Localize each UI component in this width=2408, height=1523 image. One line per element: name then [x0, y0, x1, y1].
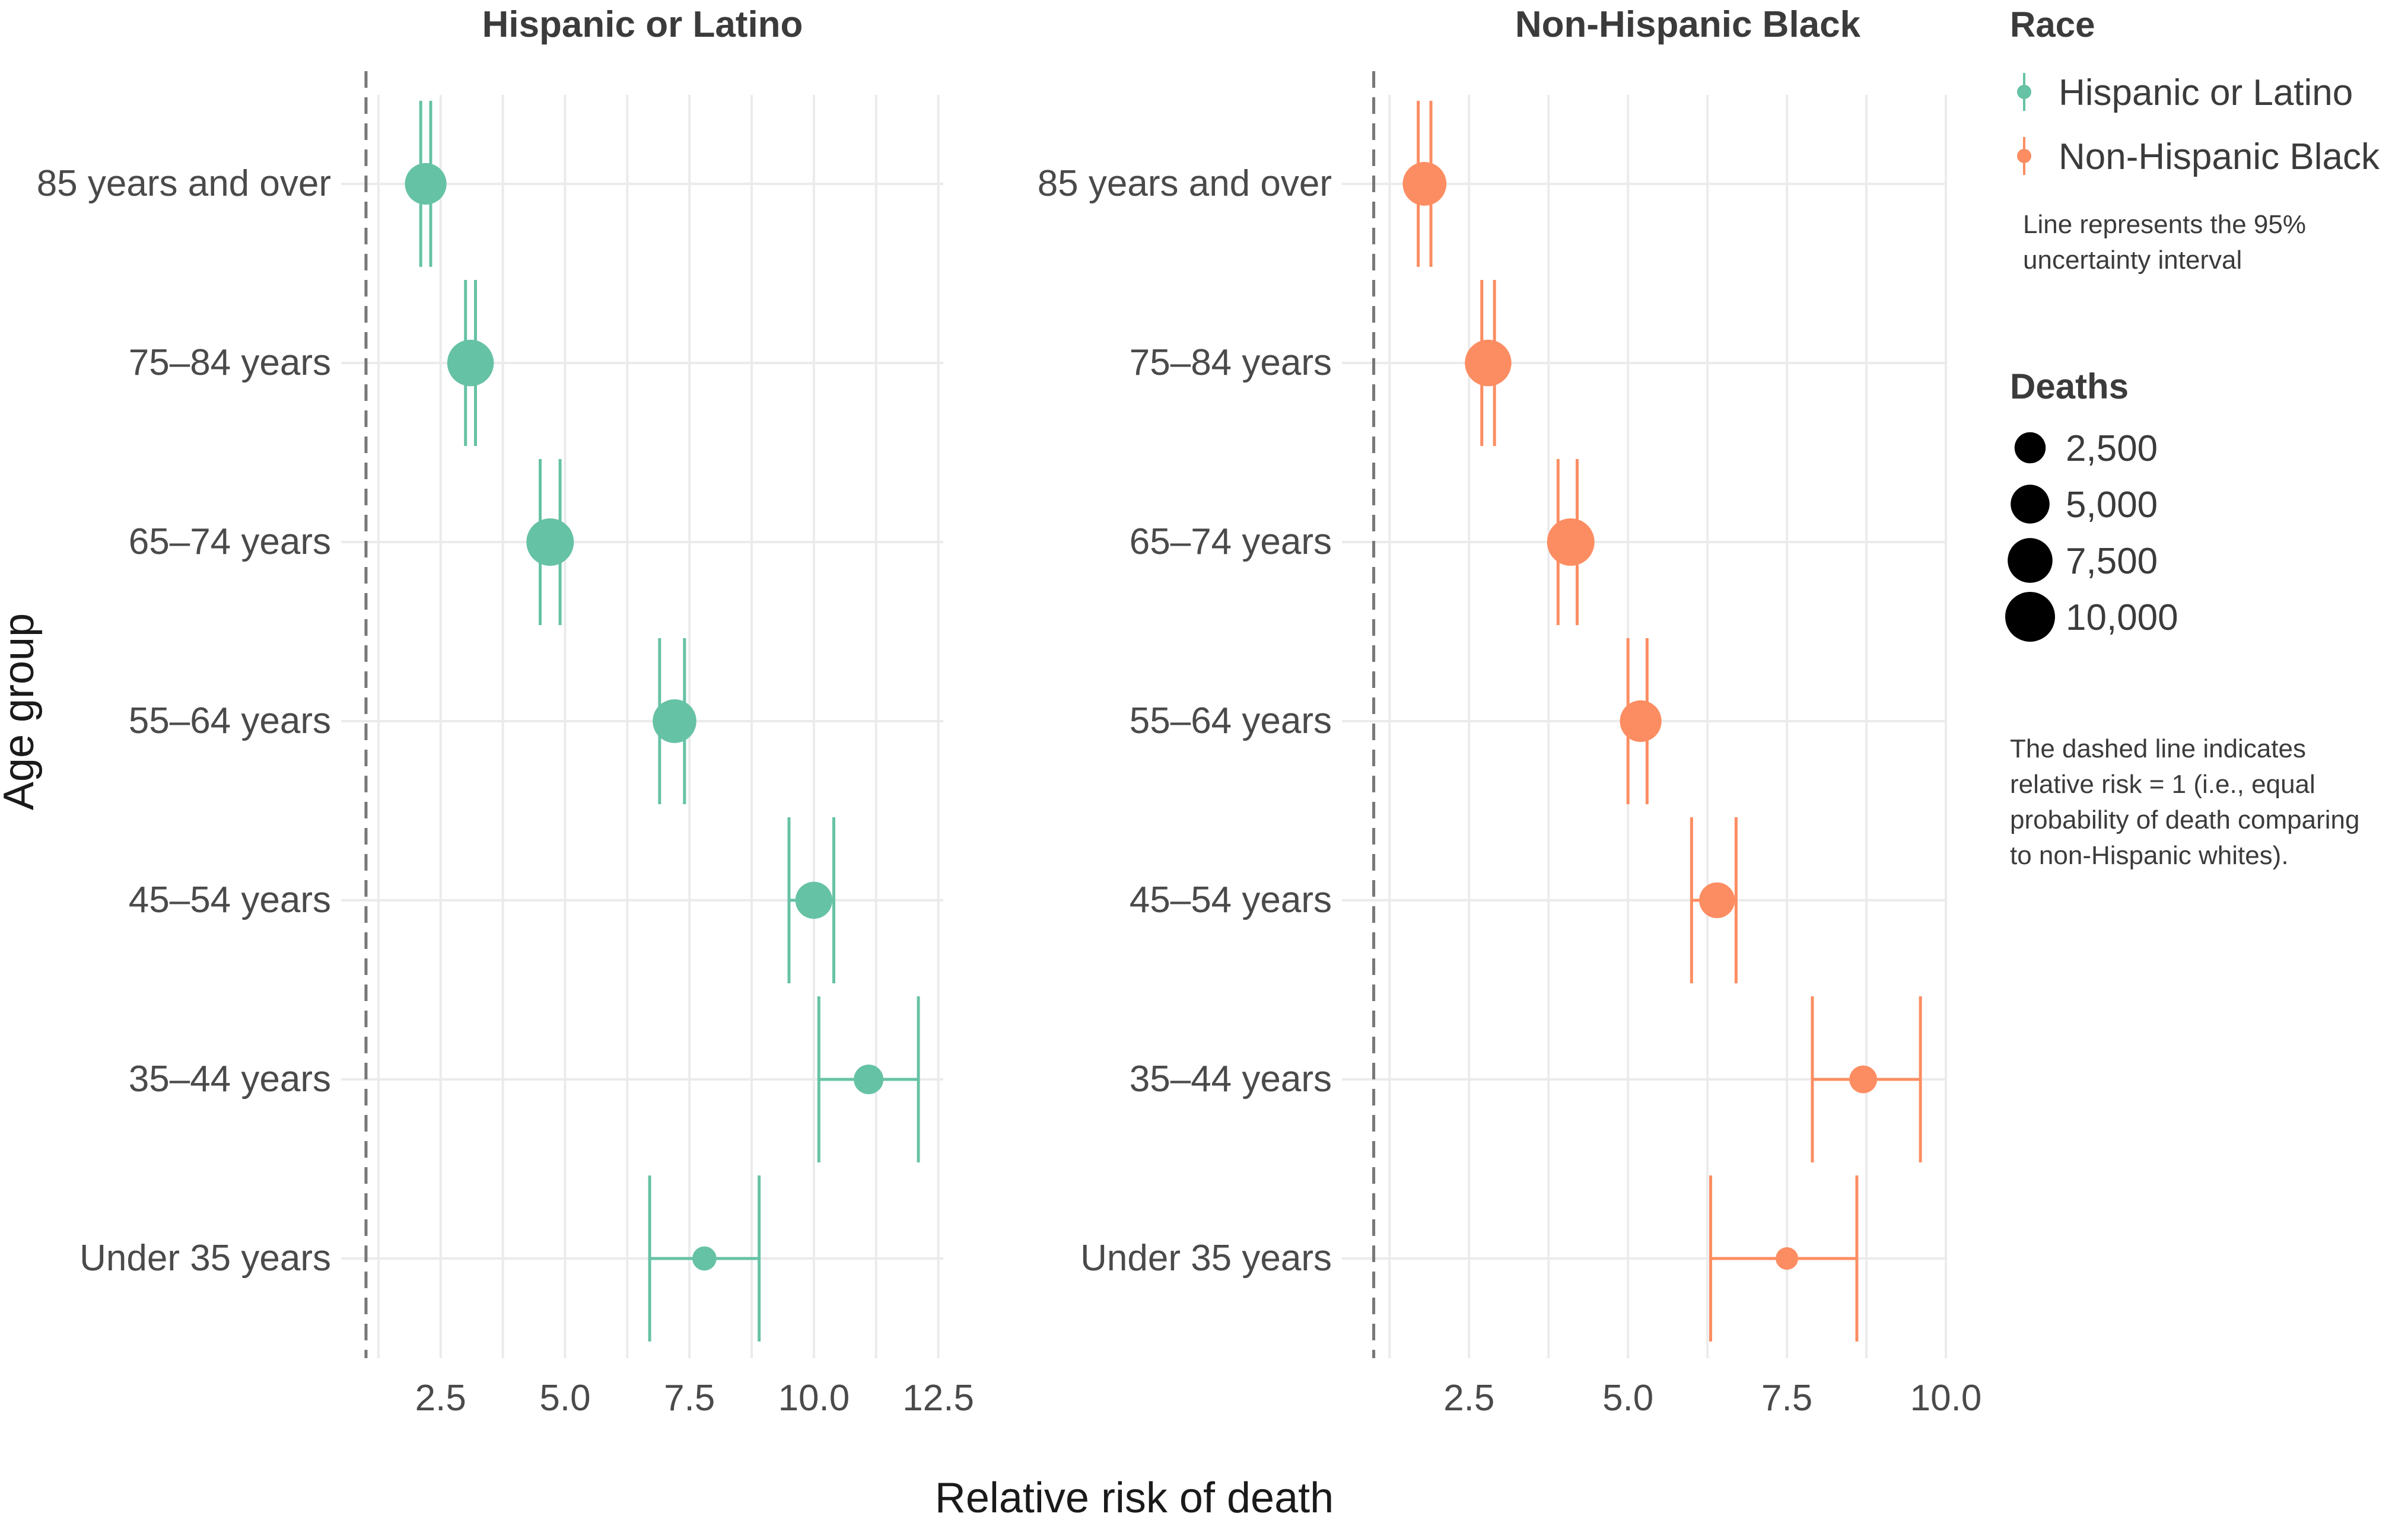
legend-key-point: [2017, 85, 2031, 99]
legend-deaths-label: 2,500: [2066, 428, 2158, 469]
x-tick-label-hispanic: 10.0: [778, 1378, 850, 1419]
panel-title-black: Non-Hispanic Black: [1515, 4, 1861, 45]
data-point-hispanic: [854, 1065, 884, 1094]
legend-size-key: [2011, 485, 2050, 524]
data-point-black: [1699, 882, 1735, 919]
x-tick-label-black: 7.5: [1761, 1378, 1812, 1419]
legend-deaths-label: 7,500: [2066, 541, 2158, 582]
panel-title-hispanic: Hispanic or Latino: [482, 4, 803, 45]
x-tick-label-black: 5.0: [1602, 1378, 1653, 1419]
data-point-hispanic: [653, 699, 696, 743]
x-tick-label-hispanic: 7.5: [664, 1378, 715, 1419]
legend-deaths-title: Deaths: [2010, 367, 2129, 406]
data-point-hispanic: [526, 518, 574, 566]
y-tick-label-hispanic: 45–54 years: [129, 880, 331, 920]
legend-dashed-note: to non-Hispanic whites).: [2010, 841, 2289, 870]
x-tick-label-hispanic: 2.5: [415, 1378, 466, 1419]
y-tick-label-hispanic: 75–84 years: [129, 342, 331, 383]
legend-key-point: [2017, 149, 2031, 163]
y-tick-label-hispanic: 85 years and over: [37, 163, 331, 204]
y-tick-label-hispanic: 35–44 years: [129, 1059, 331, 1100]
x-tick-label-hispanic: 12.5: [902, 1378, 974, 1419]
data-point-black: [1849, 1065, 1878, 1094]
legend-race-label: Non-Hispanic Black: [2059, 136, 2380, 177]
legend-size-key: [2014, 432, 2046, 464]
x-axis-title: Relative risk of death: [935, 1474, 1334, 1522]
legend-size-key: [2005, 592, 2055, 642]
y-tick-label-hispanic: 65–74 years: [129, 521, 331, 562]
legend-race-note: uncertainty interval: [2023, 246, 2242, 275]
y-tick-label-black: Under 35 years: [1080, 1238, 1332, 1279]
y-tick-label-black: 45–54 years: [1130, 880, 1332, 920]
data-point-hispanic: [795, 881, 833, 919]
y-tick-label-black: 75–84 years: [1130, 342, 1332, 383]
x-tick-label-hispanic: 5.0: [539, 1378, 590, 1419]
legend-race-title: Race: [2010, 5, 2095, 44]
y-tick-label-black: 85 years and over: [1038, 163, 1332, 204]
data-point-hispanic: [447, 339, 494, 387]
legend-dashed-note: probability of death comparing: [2010, 805, 2359, 834]
y-tick-label-black: 65–74 years: [1130, 521, 1332, 562]
x-tick-label-black: 10.0: [1910, 1378, 1982, 1419]
y-tick-label-hispanic: Under 35 years: [79, 1238, 331, 1279]
data-point-black: [1776, 1247, 1799, 1270]
legend-dashed-note: relative risk = 1 (i.e., equal: [2010, 770, 2315, 799]
y-axis-title: Age group: [0, 613, 43, 810]
y-tick-label-black: 35–44 years: [1130, 1059, 1332, 1100]
x-tick-label-black: 2.5: [1443, 1378, 1494, 1419]
data-point-black: [1465, 339, 1512, 387]
legend-race-label: Hispanic or Latino: [2059, 72, 2353, 113]
data-point-black: [1547, 518, 1595, 566]
legend-deaths-label: 5,000: [2066, 485, 2158, 525]
data-point-hispanic: [692, 1246, 717, 1271]
legend-deaths-label: 10,000: [2066, 597, 2178, 638]
data-point-black: [1620, 700, 1662, 743]
legend-dashed-note: The dashed line indicates: [2010, 734, 2306, 763]
data-point-hispanic: [405, 163, 447, 205]
y-tick-label-hispanic: 55–64 years: [129, 700, 331, 741]
legend-size-key: [2008, 538, 2053, 583]
data-point-black: [1402, 162, 1447, 206]
y-tick-label-black: 55–64 years: [1130, 700, 1332, 741]
legend-race-note: Line represents the 95%: [2023, 210, 2306, 239]
